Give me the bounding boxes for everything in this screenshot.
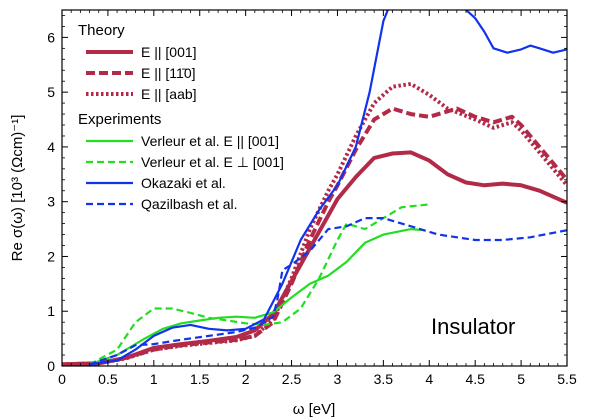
legend-entry-label: Qazilbash et al. bbox=[141, 196, 238, 212]
x-tick-label: 4.5 bbox=[465, 371, 485, 387]
legend-entry-label: Okazaki et al. bbox=[141, 175, 226, 191]
y-tick-label: 4 bbox=[47, 139, 55, 155]
y-tick-label: 3 bbox=[47, 194, 55, 210]
x-tick-label: 3 bbox=[334, 371, 342, 387]
series-line-6 bbox=[89, 217, 567, 366]
x-tick-label: 4 bbox=[425, 371, 433, 387]
series-line-3 bbox=[89, 228, 425, 366]
x-tick-label: 0.5 bbox=[98, 371, 118, 387]
x-tick-label: 5.5 bbox=[557, 371, 577, 387]
y-tick-label: 5 bbox=[47, 84, 55, 100]
series-line-5 bbox=[89, 10, 390, 366]
y-axis-label: Re σ(ω) [10³ (Ωcm)⁻¹] bbox=[9, 115, 26, 262]
insulator-annotation: Insulator bbox=[431, 314, 515, 339]
legend-group-title: Theory bbox=[78, 22, 125, 39]
y-tick-label: 6 bbox=[47, 29, 55, 45]
x-tick-label: 0 bbox=[58, 371, 66, 387]
axes-layer: 0 0.5 1 1.5 2 2.5 3 3.5 4 4.5 5 5.5 0 1 2 3 4 5 6 bbox=[47, 9, 577, 387]
series-line-7 bbox=[464, 10, 567, 54]
x-tick-label: 1.5 bbox=[190, 371, 210, 387]
legend-entry-label: Verleur et al. E || [001] bbox=[141, 133, 279, 149]
y-tick-label: 0 bbox=[47, 358, 55, 374]
x-tick-label: 2 bbox=[242, 371, 250, 387]
legend-group-title: Experiments bbox=[78, 111, 161, 128]
legend-entry-label: E || [11̄0] bbox=[141, 65, 196, 81]
series-layer bbox=[62, 10, 567, 366]
legend-entry-label: E || [001] bbox=[141, 44, 197, 60]
y-tick-label: 1 bbox=[47, 303, 55, 319]
x-axis-label: ω [eV] bbox=[293, 401, 336, 418]
legend-entry-label: E || [aab] bbox=[141, 86, 197, 102]
legend-entry-label: Verleur et al. E ⊥ [001] bbox=[141, 154, 284, 170]
legend: Theory E || [001] E || [11̄0] E || [aab] Exp… bbox=[70, 18, 284, 228]
series-line-4 bbox=[88, 203, 430, 366]
x-tick-label: 3.5 bbox=[374, 371, 394, 387]
y-tick-label: 2 bbox=[47, 248, 55, 264]
x-tick-label: 5 bbox=[517, 371, 525, 387]
series-line-2 bbox=[62, 81, 567, 366]
x-tick-label: 1 bbox=[150, 371, 158, 387]
x-tick-label: 2.5 bbox=[282, 371, 302, 387]
plot-frame bbox=[61, 9, 568, 367]
